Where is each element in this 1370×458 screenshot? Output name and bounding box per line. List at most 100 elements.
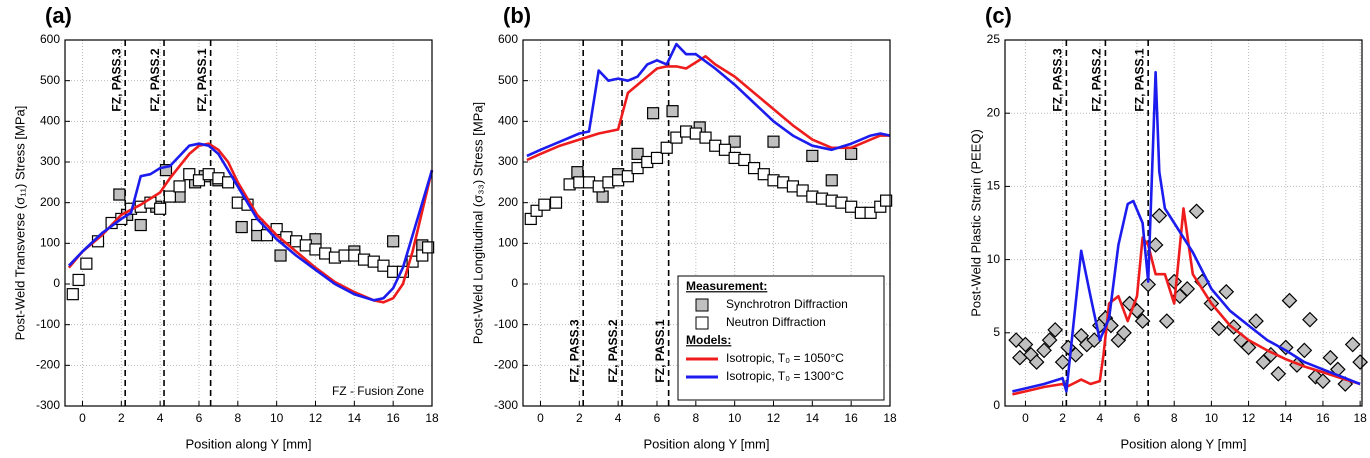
legend-swatch [695,298,709,312]
marker [1116,324,1132,341]
marker [192,174,206,187]
series-line [1012,70,1361,393]
y-axis-label: Post-Weld Plastic Strain (PEEQ) [968,129,983,317]
marker [1134,313,1151,329]
marker [1036,342,1052,359]
marker [1302,311,1318,328]
marker [1047,322,1064,338]
x-tick-label: 10 [270,411,284,425]
panel-title: (c) [985,3,1012,28]
legend-heading: Measurement: [686,279,767,293]
marker [1179,281,1196,297]
series-line [67,142,434,304]
x-tick-label: 6 [1134,411,1141,425]
marker [1248,313,1264,329]
marker [631,162,644,175]
x-tick-label: 4 [157,411,164,425]
reference-label: FZ, PASS.2 [148,48,162,111]
marker [154,202,167,215]
marker [767,135,780,148]
legend-label: Isotropic, T₀ = 1300°C [726,369,844,383]
y-tick-label: 600 [498,32,518,46]
y-axis-label: Post-Weld Longitudinal (σ₃₃) Stress [MPa… [470,102,485,344]
series-line [526,55,890,162]
x-axis-label: Position along Y [mm] [1121,436,1247,451]
legend-heading: Models: [686,333,731,347]
y-tick-label: -300 [494,398,518,412]
y-tick-label: 100 [498,236,518,250]
y-tick-label: -200 [36,358,60,372]
marker [650,151,664,165]
marker [670,131,683,144]
panel: (b) -300 -200 -100 0 100 200 300 400 500 600 0 2 4 6 8 1… [470,3,897,452]
marker [1240,339,1257,356]
y-tick-label: 15 [987,179,1001,193]
marker [1188,203,1205,220]
x-tick-label: 8 [234,411,241,425]
marker [163,190,176,203]
marker [235,220,248,234]
y-tick-label: -300 [36,398,60,412]
panel-title: (b) [503,3,531,28]
marker [1322,349,1339,366]
marker [1028,354,1045,370]
y-tick-label: 5 [993,325,1000,339]
series-line [1012,207,1361,396]
x-tick-label: 10 [728,411,742,425]
y-tick-label: 200 [40,195,60,209]
reference-label: FZ, PASS.1 [195,48,209,111]
marker [880,194,893,207]
marker [538,198,551,211]
reference-label: FZ, PASS.3 [567,319,581,382]
marker [621,170,634,183]
x-tick-label: 14 [348,411,362,425]
reference-label: FZ, PASS.3 [109,48,123,111]
marker [1008,332,1025,348]
x-tick-label: 18 [425,411,439,425]
y-tick-label: 0 [993,398,1000,412]
x-axis-label: Position along Y [mm] [186,436,312,451]
marker [1210,320,1227,337]
marker [1041,332,1058,348]
legend-label: Synchrotron Diffraction [726,297,848,311]
marker [159,164,173,177]
marker [738,153,751,167]
x-tick-label: 16 [386,411,400,425]
plot-frame [1004,39,1363,407]
y-tick-label: 500 [40,73,60,87]
reference-label: FZ, PASS.1 [1132,48,1146,111]
marker [571,166,584,179]
x-tick-label: 18 [1353,411,1367,425]
marker [1277,339,1294,356]
x-tick-label: 12 [1242,411,1256,425]
marker [1296,342,1313,359]
marker [1307,368,1324,385]
y-tick-label: 500 [498,73,518,87]
marker [1270,365,1287,382]
legend-label: Isotropic, T₀ = 1050°C [726,351,844,365]
x-tick-label: 4 [1096,411,1103,425]
x-tick-label: 14 [806,411,820,425]
y-tick-label: 100 [40,236,60,250]
x-tick-label: 6 [654,411,661,425]
marker [796,184,809,197]
marker [1017,336,1034,353]
reference-label: FZ, PASS.2 [606,319,620,382]
marker [1352,354,1368,370]
marker [1218,283,1235,300]
x-tick-label: 12 [767,411,781,425]
plot-frame [64,39,433,407]
x-tick-label: 8 [1171,411,1178,425]
marker [422,241,435,254]
legend-swatch [695,316,709,330]
marker [113,188,126,201]
x-tick-label: 14 [1279,411,1293,425]
marker [134,218,147,232]
x-tick-label: 0 [537,411,544,425]
y-tick-label: 0 [511,276,518,290]
marker [728,135,741,148]
x-tick-label: 2 [576,411,583,425]
series-line [67,142,434,302]
y-tick-label: 300 [498,154,518,168]
